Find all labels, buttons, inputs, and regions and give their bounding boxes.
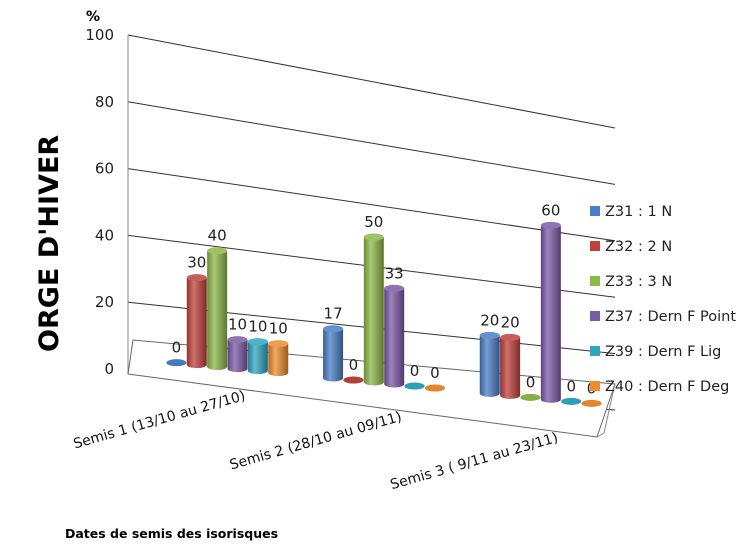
data-label: 40 — [208, 227, 227, 245]
legend-item-z33-3-n: Z33 : 3 N — [590, 274, 672, 290]
data-label: 10 — [269, 320, 288, 338]
legend-label: Z32 : 2 N — [605, 239, 672, 255]
bar-z33-3-n-3 — [520, 393, 541, 401]
bar-z39-dern-f-lig-3 — [561, 397, 582, 405]
legend-item-z39-dern-f-lig: Z39 : Dern F Lig — [590, 344, 721, 360]
gridline — [127, 168, 616, 242]
data-label: 30 — [187, 254, 206, 272]
bar-z37-dern-f-point-1 — [227, 336, 248, 373]
bar-z32-2-n-2 — [343, 376, 364, 384]
bar-z33-3-n-1 — [207, 247, 228, 371]
legend-swatch — [590, 276, 600, 286]
data-label: 10 — [248, 318, 267, 336]
data-label: 0 — [349, 356, 359, 374]
y-tick-label: 0 — [104, 360, 114, 378]
bar-z39-dern-f-lig-1 — [247, 338, 268, 375]
y-tick-label: 40 — [95, 226, 114, 244]
gridline — [127, 34, 616, 129]
bars — [166, 221, 602, 407]
data-label: 20 — [480, 311, 499, 329]
bar-z31-1-n-3 — [479, 331, 500, 397]
legend-label: Z33 : 3 N — [605, 274, 672, 290]
data-label: 17 — [324, 305, 343, 323]
y-tick-label: 100 — [85, 26, 114, 44]
bar-z40-dern-f-deg-3 — [581, 399, 602, 407]
gridline — [127, 101, 616, 185]
legend-swatch — [590, 381, 600, 391]
data-label: 0 — [566, 377, 576, 395]
category-label: Semis 1 (13/10 au 27/10) — [72, 388, 248, 452]
category-label: Semis 2 (28/10 au 09/11) — [228, 409, 404, 473]
y-axis-title: ORGE D'HIVER — [34, 135, 65, 352]
legend-swatch — [590, 311, 600, 321]
legend-swatch — [590, 241, 600, 251]
bar-z40-dern-f-deg-1 — [268, 340, 289, 377]
data-label: 60 — [541, 201, 560, 219]
y-tick-label: 20 — [95, 293, 114, 311]
legend-label: Z31 : 1 N — [605, 204, 672, 220]
bar-z39-dern-f-lig-2 — [404, 382, 425, 390]
bar-z37-dern-f-point-2 — [384, 284, 405, 388]
x-axis-title: Dates de semis des isorisques — [65, 526, 278, 541]
data-label: 0 — [410, 362, 420, 380]
bar-z31-1-n-2 — [323, 325, 344, 382]
y-tick-label: 60 — [95, 160, 114, 178]
legend-item-z31-1-n: Z31 : 1 N — [590, 204, 672, 220]
legend-item-z40-dern-f-deg: Z40 : Dern F Deg — [590, 379, 729, 395]
legend-label: Z40 : Dern F Deg — [605, 379, 729, 395]
data-label: 33 — [385, 264, 404, 282]
legend-item-z37-dern-f-point: Z37 : Dern F Point — [590, 309, 736, 325]
category-label: Semis 3 ( 9/11 au 23/11) — [389, 430, 560, 493]
legend-label: Z37 : Dern F Point — [605, 309, 736, 325]
legend-swatch — [590, 206, 600, 216]
legend: Z31 : 1 N Z32 : 2 N Z33 : 3 N Z37 : Dern F … — [590, 204, 736, 395]
y-tick-label: 80 — [95, 93, 114, 111]
data-label: 50 — [364, 213, 383, 231]
data-label: 10 — [228, 316, 247, 334]
y-axis-unit: % — [86, 9, 100, 25]
bar-z33-3-n-2 — [363, 233, 384, 386]
data-label: 20 — [501, 313, 520, 331]
bar-z32-2-n-3 — [500, 333, 521, 399]
data-label: 0 — [526, 373, 536, 391]
legend-item-z32-2-n: Z32 : 2 N — [590, 239, 672, 255]
legend-swatch — [590, 346, 600, 356]
data-label: 0 — [430, 364, 440, 382]
bar-z40-dern-f-deg-2 — [424, 384, 445, 392]
data-label: 0 — [172, 339, 182, 357]
bar-z31-1-n-1 — [166, 359, 187, 367]
bar-z32-2-n-1 — [186, 274, 207, 369]
bar-z37-dern-f-point-3 — [540, 221, 561, 403]
legend-label: Z39 : Dern F Lig — [605, 344, 721, 360]
y-axis-ticks: 0 20 40 60 80 100 — [85, 26, 114, 378]
